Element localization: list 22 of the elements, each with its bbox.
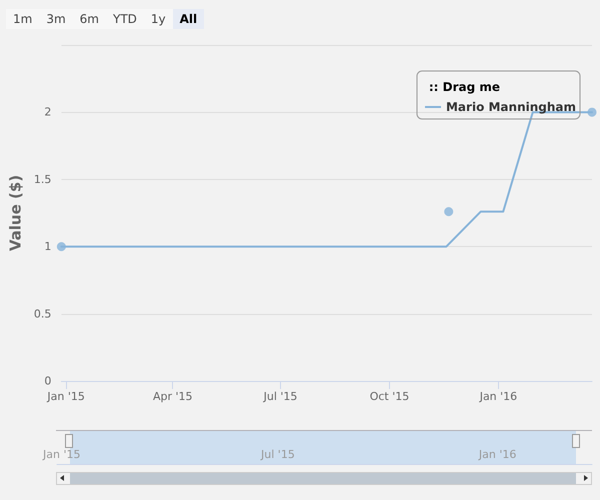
- x-tick-label: Jul '15: [262, 390, 298, 403]
- y-tick-label: 0.5: [34, 307, 52, 320]
- x-tick-label: Jan '15: [46, 390, 85, 403]
- legend-label: Mario Manningham: [446, 100, 576, 114]
- text: 1m: [12, 11, 34, 28]
- x-tick-label: Jan '16: [478, 390, 518, 403]
- x-tick-label: Oct '15: [370, 390, 410, 403]
- y-tick-label: 1.5: [34, 172, 52, 186]
- x2-tick-label: Jan '16: [478, 448, 516, 461]
- y-axis-title: Value ($): [6, 174, 24, 252]
- text: 3m: [45, 11, 67, 28]
- text: 6m: [78, 11, 100, 28]
- legend-title: :: Drag me: [428, 80, 500, 94]
- y-tick-label: 2: [44, 106, 52, 119]
- y-tick-label: 0: [44, 374, 52, 388]
- x2-tick-label: Jul '15: [260, 448, 295, 461]
- text: YTD: [112, 11, 138, 28]
- y-tick-label: 1: [44, 240, 52, 254]
- text: All: [172, 9, 204, 29]
- x2-tick-label: Jan '15: [42, 448, 81, 461]
- x-tick-label: Apr '15: [152, 390, 193, 403]
- text: 1y: [150, 11, 167, 28]
